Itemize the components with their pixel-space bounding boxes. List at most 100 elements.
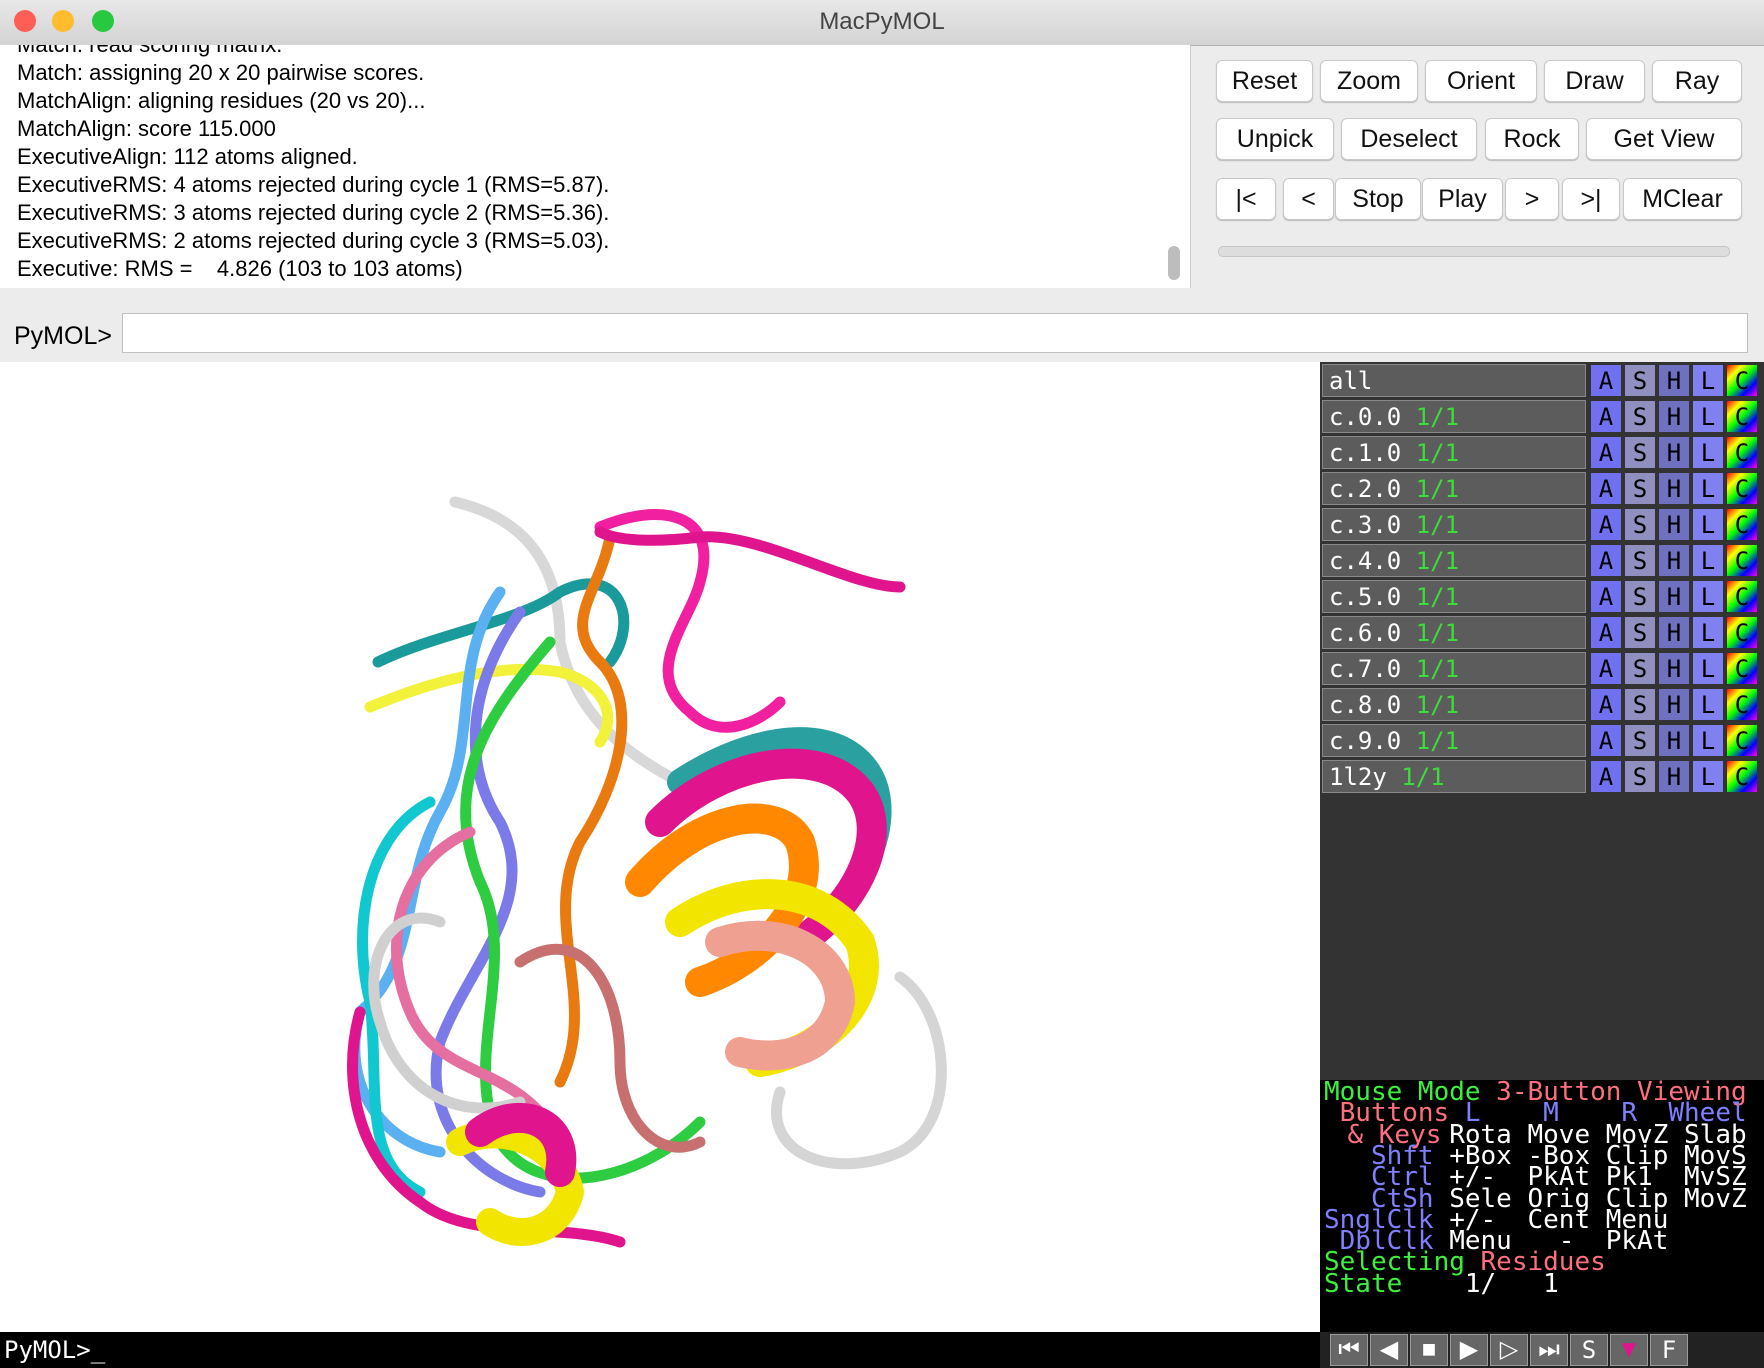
object-name[interactable]: c.6.0 1/1: [1322, 616, 1586, 649]
object-action[interactable]: C: [1726, 688, 1758, 721]
object-action[interactable]: S: [1624, 652, 1656, 685]
object-name[interactable]: c.3.0 1/1: [1322, 508, 1586, 541]
object-action[interactable]: C: [1726, 544, 1758, 577]
object-action[interactable]: C: [1726, 616, 1758, 649]
rewind-button[interactable]: ⏮: [1330, 1334, 1368, 1366]
object-action[interactable]: A: [1590, 724, 1622, 757]
object-action[interactable]: S: [1624, 580, 1656, 613]
object-action[interactable]: C: [1726, 472, 1758, 505]
object-action[interactable]: L: [1692, 472, 1724, 505]
object-action[interactable]: H: [1658, 400, 1690, 433]
object-action[interactable]: S: [1624, 508, 1656, 541]
button[interactable]: Stop: [1335, 178, 1421, 220]
object-action[interactable]: S: [1624, 544, 1656, 577]
object-action[interactable]: C: [1726, 652, 1758, 685]
object-action[interactable]: L: [1692, 580, 1724, 613]
object-action[interactable]: L: [1692, 760, 1724, 793]
button[interactable]: Orient: [1425, 60, 1537, 102]
object-action[interactable]: C: [1726, 364, 1758, 397]
object-action[interactable]: S: [1624, 472, 1656, 505]
scrollbar[interactable]: [1168, 246, 1180, 280]
object-action[interactable]: L: [1692, 508, 1724, 541]
object-action[interactable]: C: [1726, 400, 1758, 433]
f-button[interactable]: F: [1650, 1334, 1688, 1366]
stop-button[interactable]: ■: [1410, 1334, 1448, 1366]
object-name[interactable]: c.2.0 1/1: [1322, 472, 1586, 505]
object-action[interactable]: S: [1624, 436, 1656, 469]
button[interactable]: <: [1283, 178, 1334, 220]
object-action[interactable]: C: [1726, 724, 1758, 757]
object-action[interactable]: A: [1590, 652, 1622, 685]
button[interactable]: Ray: [1652, 60, 1742, 102]
button[interactable]: Deselect: [1341, 118, 1477, 160]
object-name[interactable]: c.7.0 1/1: [1322, 652, 1586, 685]
object-action[interactable]: H: [1658, 472, 1690, 505]
object-action[interactable]: S: [1624, 688, 1656, 721]
object-action[interactable]: L: [1692, 688, 1724, 721]
object-action[interactable]: H: [1658, 364, 1690, 397]
object-name[interactable]: c.0.0 1/1: [1322, 400, 1586, 433]
object-name[interactable]: c.4.0 1/1: [1322, 544, 1586, 577]
play-button[interactable]: ▶: [1450, 1334, 1488, 1366]
end-button[interactable]: ⏭: [1530, 1334, 1568, 1366]
object-action[interactable]: H: [1658, 688, 1690, 721]
object-action[interactable]: H: [1658, 436, 1690, 469]
button[interactable]: Rock: [1485, 118, 1579, 160]
object-action[interactable]: L: [1692, 364, 1724, 397]
object-action[interactable]: A: [1590, 364, 1622, 397]
zoom-button[interactable]: [92, 10, 114, 32]
object-action[interactable]: L: [1692, 652, 1724, 685]
object-action[interactable]: S: [1624, 760, 1656, 793]
button[interactable]: Unpick: [1216, 118, 1334, 160]
object-action[interactable]: A: [1590, 400, 1622, 433]
object-action[interactable]: S: [1624, 616, 1656, 649]
button[interactable]: Play: [1422, 178, 1503, 220]
object-action[interactable]: C: [1726, 760, 1758, 793]
object-name[interactable]: c.9.0 1/1: [1322, 724, 1586, 757]
object-action[interactable]: A: [1590, 544, 1622, 577]
movie-slider[interactable]: [1218, 246, 1730, 257]
button[interactable]: MClear: [1623, 178, 1742, 220]
button[interactable]: >|: [1562, 178, 1620, 220]
object-action[interactable]: H: [1658, 652, 1690, 685]
object-action[interactable]: A: [1590, 508, 1622, 541]
button[interactable]: Get View: [1586, 118, 1742, 160]
object-action[interactable]: L: [1692, 400, 1724, 433]
object-action[interactable]: H: [1658, 760, 1690, 793]
button[interactable]: |<: [1216, 178, 1276, 220]
object-action[interactable]: C: [1726, 508, 1758, 541]
button[interactable]: Reset: [1216, 60, 1313, 102]
object-action[interactable]: L: [1692, 544, 1724, 577]
button[interactable]: Zoom: [1320, 60, 1418, 102]
object-action[interactable]: S: [1624, 364, 1656, 397]
object-action[interactable]: L: [1692, 436, 1724, 469]
button[interactable]: >: [1505, 178, 1559, 220]
object-action[interactable]: H: [1658, 544, 1690, 577]
object-action[interactable]: H: [1658, 580, 1690, 613]
menu-button[interactable]: ▼: [1610, 1334, 1648, 1366]
object-action[interactable]: S: [1624, 400, 1656, 433]
s-button[interactable]: S: [1570, 1334, 1608, 1366]
command-input[interactable]: [122, 313, 1748, 353]
object-action[interactable]: L: [1692, 724, 1724, 757]
object-action[interactable]: A: [1590, 760, 1622, 793]
back-button[interactable]: ◀: [1370, 1334, 1408, 1366]
object-action[interactable]: H: [1658, 508, 1690, 541]
minimize-button[interactable]: [52, 10, 74, 32]
object-action[interactable]: A: [1590, 436, 1622, 469]
forward-button[interactable]: ▷: [1490, 1334, 1528, 1366]
object-action[interactable]: L: [1692, 616, 1724, 649]
object-action[interactable]: A: [1590, 688, 1622, 721]
close-button[interactable]: [14, 10, 36, 32]
object-name[interactable]: 1l2y 1/1: [1322, 760, 1586, 793]
object-name[interactable]: c.5.0 1/1: [1322, 580, 1586, 613]
object-action[interactable]: A: [1590, 616, 1622, 649]
object-action[interactable]: A: [1590, 472, 1622, 505]
object-action[interactable]: H: [1658, 724, 1690, 757]
object-action[interactable]: A: [1590, 580, 1622, 613]
object-name[interactable]: all: [1322, 364, 1586, 397]
object-name[interactable]: c.8.0 1/1: [1322, 688, 1586, 721]
button[interactable]: Draw: [1544, 60, 1645, 102]
object-name[interactable]: c.1.0 1/1: [1322, 436, 1586, 469]
object-action[interactable]: C: [1726, 580, 1758, 613]
